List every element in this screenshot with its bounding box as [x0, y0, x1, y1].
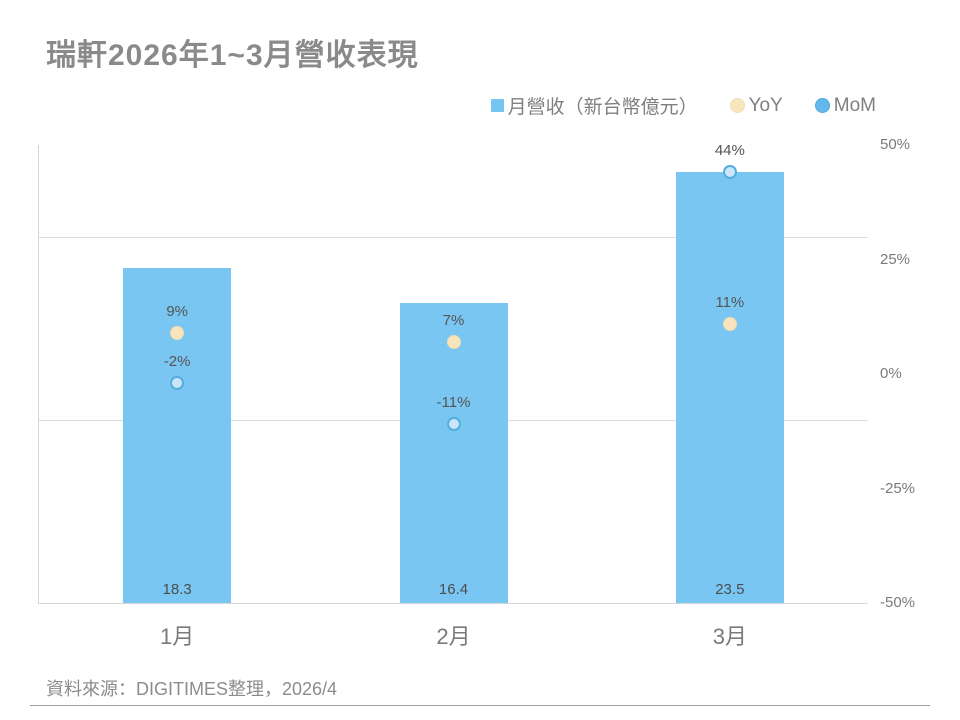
legend: 月營收（新台幣億元） YoY MoM	[490, 92, 876, 119]
yoy-marker	[170, 325, 185, 340]
gridline	[39, 236, 868, 238]
y-axis-tick-label: -25%	[880, 479, 916, 497]
revenue-bar: 18.3	[123, 267, 232, 603]
circle-icon	[814, 98, 830, 113]
source-note: 資料來源：DIGITIMES整理，2026/4	[46, 679, 338, 699]
legend-item-revenue: 月營收（新台幣億元）	[490, 92, 698, 119]
y-axis-tick-label: 50%	[880, 136, 911, 153]
bar-value-label: 18.3	[162, 581, 192, 598]
chart-title: 瑞軒2026年1~3月營收表現	[46, 39, 419, 72]
footer-divider	[30, 705, 930, 706]
yoy-value-label: 7%	[442, 311, 465, 329]
legend-label-revenue: 月營收（新台幣億元）	[507, 97, 698, 118]
yoy-marker	[722, 316, 737, 331]
y-axis-tick-label: 0%	[880, 365, 902, 382]
revenue-bar: 16.4	[399, 302, 508, 603]
legend-label-mom: MoM	[833, 94, 876, 116]
legend-label-yoy: YoY	[748, 94, 783, 116]
square-icon	[490, 99, 504, 112]
mom-marker	[446, 417, 461, 432]
x-axis-label: 2月	[436, 624, 471, 649]
legend-item-mom: MoM	[814, 94, 876, 117]
yoy-marker	[446, 334, 461, 349]
mom-value-label: -2%	[163, 353, 191, 371]
mom-value-label: -11%	[436, 394, 471, 412]
yoy-value-label: 9%	[166, 302, 188, 320]
bar-value-label: 23.5	[715, 581, 745, 598]
y-axis-tick-label: 25%	[880, 250, 911, 268]
x-axis-label: 1月	[160, 624, 195, 649]
mom-marker	[170, 376, 185, 391]
mom-marker	[722, 165, 737, 180]
plot-area: 18.3 9% -2% 1月 16.4 7% -11% 2月 23.5 11% 44% 3月 50% 25…	[38, 136, 915, 649]
circle-icon	[729, 98, 745, 113]
x-axis-label: 3月	[712, 624, 747, 649]
yoy-value-label: 11%	[715, 293, 745, 311]
y-axis-tick-label: -50%	[880, 594, 916, 611]
legend-item-yoy: YoY	[729, 94, 783, 117]
mom-value-label: 44%	[714, 142, 745, 160]
bar-value-label: 16.4	[438, 581, 469, 598]
revenue-bar: 23.5	[675, 172, 784, 603]
